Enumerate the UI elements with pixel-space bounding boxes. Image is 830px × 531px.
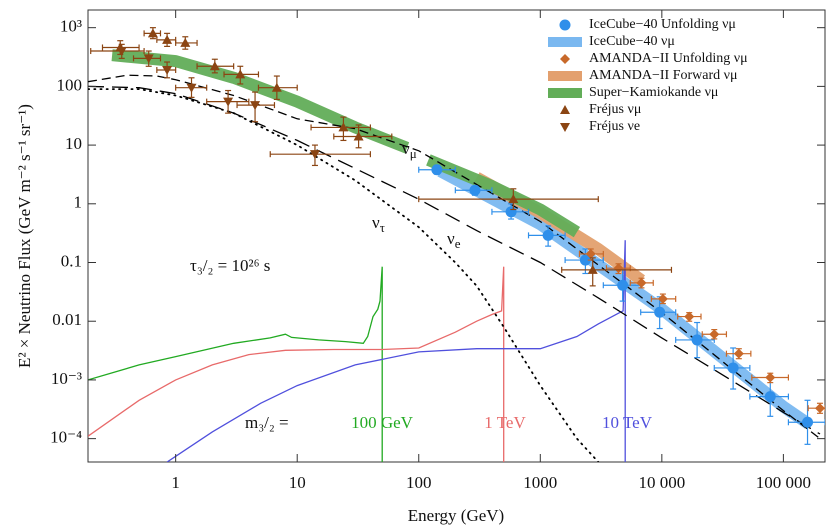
- legend-swatch: [559, 19, 571, 31]
- data-point: [116, 47, 127, 57]
- annotation: 100 GeV: [351, 413, 414, 432]
- data-point: [223, 97, 234, 107]
- data-point: [180, 37, 191, 47]
- annotation: ντ: [372, 213, 385, 235]
- y-tick-label: 0.01: [52, 310, 82, 329]
- data-point: [733, 348, 744, 359]
- data-point: [764, 391, 776, 403]
- plot-area: [88, 27, 825, 462]
- annotations: νμ ντ νe τ₃/₂ = 10²⁶ s m₃/₂ = 100 GeV 1 …: [190, 139, 653, 432]
- legend-swatch: [548, 88, 582, 98]
- annotation: νμ: [402, 139, 417, 161]
- data-point: [505, 206, 517, 218]
- curve: [88, 266, 383, 462]
- legend-label: AMANDA−II Unfolding νμ: [589, 51, 748, 66]
- annotation-sub: τ: [380, 220, 385, 235]
- data-point: [508, 194, 519, 204]
- x-tick-label: 10 000: [638, 473, 685, 492]
- data-point: [617, 279, 629, 291]
- y-axis-label: E² × Neutrino Flux (GeV m⁻² s⁻¹ sr⁻¹): [15, 104, 34, 368]
- y-tick-label: 1: [74, 193, 83, 212]
- annotation: τ₃/₂ = 10²⁶ s: [190, 256, 270, 275]
- y-tick-label: 100: [57, 75, 83, 94]
- data-point: [309, 150, 320, 160]
- y-tick-label: 10⁻⁴: [50, 428, 82, 447]
- curve: [88, 85, 821, 435]
- y-tick-label: 10³: [60, 17, 82, 36]
- legend-label: Super−Kamiokande νμ: [589, 85, 718, 100]
- data-point: [814, 403, 825, 414]
- legend-swatch: [560, 105, 570, 114]
- curve: [88, 74, 821, 440]
- annotation-text: ν: [372, 213, 380, 232]
- data-point: [338, 122, 349, 132]
- data-point: [709, 329, 720, 340]
- legend-swatch: [548, 37, 582, 47]
- x-tick-label: 100 000: [756, 473, 811, 492]
- data-point: [209, 61, 220, 71]
- annotation-text: ν: [447, 229, 455, 248]
- legend-label: Fréjus νe: [589, 119, 640, 134]
- x-tick-label: 1000: [523, 473, 557, 492]
- data-point: [271, 82, 282, 92]
- data-point: [587, 264, 598, 274]
- curve: [166, 240, 626, 462]
- data-point: [162, 34, 173, 44]
- data-point: [143, 54, 154, 64]
- data-point: [613, 263, 624, 274]
- data-point: [802, 416, 814, 428]
- legend-swatch: [560, 54, 570, 64]
- annotation: 10 TeV: [602, 413, 653, 432]
- y-tick-label: 0.1: [61, 251, 82, 270]
- data-point: [657, 293, 668, 304]
- band: [111, 49, 581, 238]
- data-point: [353, 131, 364, 141]
- x-tick-label: 100: [406, 473, 432, 492]
- annotation: νe: [447, 229, 461, 251]
- annotation-text: ν: [402, 139, 410, 158]
- y-tick-label: 10⁻³: [51, 369, 82, 388]
- annotation-sub: μ: [410, 146, 417, 161]
- data-point: [684, 311, 695, 322]
- data-point: [585, 248, 596, 259]
- annotation-sub: e: [455, 236, 461, 251]
- data-point: [186, 83, 197, 93]
- band: [437, 165, 812, 429]
- data-point: [579, 254, 591, 266]
- legend-swatch: [548, 71, 582, 81]
- legend: IceCube−40 Unfolding νμ IceCube−40 νμ AMAN…: [548, 17, 748, 134]
- annotation: 1 TeV: [484, 413, 526, 432]
- data-point: [235, 69, 246, 79]
- legend-label: IceCube−40 νμ: [589, 34, 675, 49]
- x-axis-label: Energy (GeV): [408, 506, 504, 525]
- data-point: [431, 164, 443, 176]
- data-point: [727, 362, 739, 374]
- annotation: m₃/₂ =: [245, 413, 289, 432]
- legend-swatch: [560, 123, 570, 132]
- data-point: [147, 28, 158, 38]
- y-tick-label: 10: [65, 134, 82, 153]
- x-tick-label: 1: [171, 473, 180, 492]
- data-point: [250, 101, 261, 111]
- data-point: [469, 184, 481, 196]
- legend-label: AMANDA−II Forward νμ: [589, 68, 738, 83]
- legend-label: IceCube−40 Unfolding νμ: [589, 17, 736, 32]
- data-point: [691, 334, 703, 346]
- data-point: [542, 229, 554, 241]
- curve: [88, 266, 505, 462]
- data-point: [654, 306, 666, 318]
- data-point: [162, 66, 173, 76]
- data-point: [765, 372, 776, 383]
- plot-frame: [87, 9, 826, 463]
- x-tick-label: 10: [289, 473, 306, 492]
- curve: [88, 88, 600, 462]
- data-point: [636, 277, 647, 288]
- legend-label: Fréjus νμ: [589, 102, 641, 117]
